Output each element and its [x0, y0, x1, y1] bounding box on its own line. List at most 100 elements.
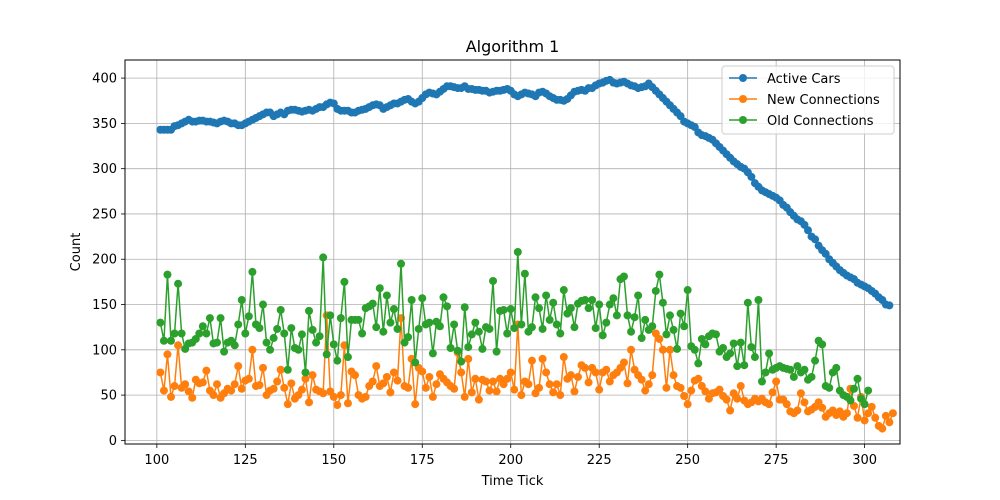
data-point-old-connections [312, 338, 321, 347]
data-point-new-connections [432, 380, 441, 389]
data-point-old-connections [474, 327, 483, 336]
series-old-connections [156, 248, 873, 409]
data-point-new-connections [641, 386, 650, 395]
data-point-old-connections [634, 291, 643, 300]
legend-label-new-connections: New Connections [767, 93, 880, 108]
x-tick-label: 125 [233, 453, 258, 468]
data-point-new-connections [297, 385, 306, 394]
data-point-old-connections [372, 323, 381, 332]
data-point-new-connections [552, 380, 561, 389]
data-point-old-connections [818, 340, 827, 349]
data-point-old-connections [598, 331, 607, 340]
data-point-new-connections [658, 345, 667, 354]
data-point-old-connections [414, 324, 423, 333]
data-point-old-connections [244, 312, 253, 321]
data-point-new-connections [329, 392, 338, 401]
data-point-old-connections [450, 320, 459, 329]
data-point-old-connections [478, 344, 487, 353]
data-point-old-connections [588, 296, 597, 304]
data-point-old-connections [513, 248, 522, 256]
data-point-new-connections [715, 385, 724, 394]
data-point-old-connections [630, 313, 639, 322]
data-point-new-connections [368, 377, 377, 386]
data-point-new-connections [213, 380, 222, 389]
data-point-new-connections [305, 398, 314, 407]
data-point-old-connections [747, 343, 756, 352]
data-point-old-connections [322, 350, 331, 359]
data-point-old-connections [627, 327, 636, 336]
data-point-new-connections [167, 392, 175, 401]
data-point-new-connections [605, 377, 614, 386]
data-point-new-connections [421, 383, 430, 392]
x-tick-label: 175 [410, 453, 435, 468]
data-point-new-connections [545, 380, 554, 389]
data-point-new-connections [687, 386, 696, 395]
data-point-new-connections [881, 411, 890, 420]
data-point-new-connections [655, 334, 664, 343]
data-point-old-connections [428, 349, 437, 358]
y-tick-label: 50 [100, 389, 117, 404]
y-tick-label: 100 [92, 343, 117, 358]
data-point-new-connections [556, 391, 565, 400]
data-point-new-connections [619, 358, 628, 367]
data-point-new-connections [174, 341, 183, 350]
data-point-new-connections [188, 393, 197, 402]
data-point-old-connections [651, 286, 660, 295]
x-tick-label: 150 [321, 453, 346, 468]
data-point-new-connections [878, 424, 887, 433]
x-axis-title: Time Tick [481, 474, 544, 489]
data-point-new-connections [535, 383, 544, 392]
data-point-old-connections [740, 361, 749, 370]
y-tick-label: 250 [92, 207, 117, 222]
data-point-old-connections [167, 336, 175, 345]
data-point-new-connections [379, 379, 388, 388]
data-point-old-connections [690, 345, 699, 354]
data-point-old-connections [549, 298, 558, 307]
data-point-old-connections [825, 383, 834, 392]
data-point-new-connections [170, 382, 179, 391]
data-point-old-connections [340, 277, 349, 286]
data-point-new-connections [450, 384, 459, 393]
data-point-new-connections [411, 400, 420, 409]
data-point-new-connections [818, 403, 827, 412]
data-point-new-connections [566, 371, 575, 380]
data-point-active-cars [747, 172, 756, 181]
data-point-new-connections [259, 363, 268, 372]
data-point-new-connections [474, 395, 483, 404]
data-point-new-connections [287, 379, 296, 388]
data-point-old-connections [276, 305, 285, 314]
data-point-old-connections [517, 320, 526, 329]
data-point-old-connections [297, 330, 306, 339]
data-point-new-connections [665, 345, 674, 354]
data-point-new-connections [694, 374, 703, 383]
data-point-old-connections [354, 315, 363, 324]
data-point-old-connections [595, 300, 604, 309]
data-point-old-connections [177, 329, 186, 338]
data-point-old-connections [860, 400, 869, 409]
data-point-old-connections [676, 309, 685, 318]
data-point-new-connections [255, 381, 264, 390]
data-point-old-connections [305, 306, 314, 315]
data-point-old-connections [259, 300, 268, 309]
data-point-old-connections [694, 359, 703, 368]
data-point-old-connections [789, 372, 798, 381]
data-point-old-connections [266, 345, 275, 354]
data-point-old-connections [846, 396, 855, 405]
data-point-active-cars [803, 226, 812, 235]
data-point-new-connections [570, 387, 579, 396]
data-point-old-connections [464, 343, 473, 352]
data-point-old-connections [726, 349, 735, 358]
data-point-new-connections [517, 391, 526, 400]
data-point-old-connections [435, 322, 444, 331]
data-point-old-connections [605, 300, 614, 309]
chart-title: Algorithm 1 [466, 37, 560, 56]
data-point-old-connections [315, 332, 324, 341]
data-point-old-connections [864, 386, 873, 395]
data-point-old-connections [237, 296, 246, 304]
y-tick-label: 300 [92, 162, 117, 177]
data-point-old-connections [220, 347, 229, 356]
data-point-new-connections [584, 378, 593, 387]
y-axis-title: Count [69, 233, 84, 272]
data-point-old-connections [301, 368, 310, 377]
data-point-new-connections [492, 387, 501, 396]
